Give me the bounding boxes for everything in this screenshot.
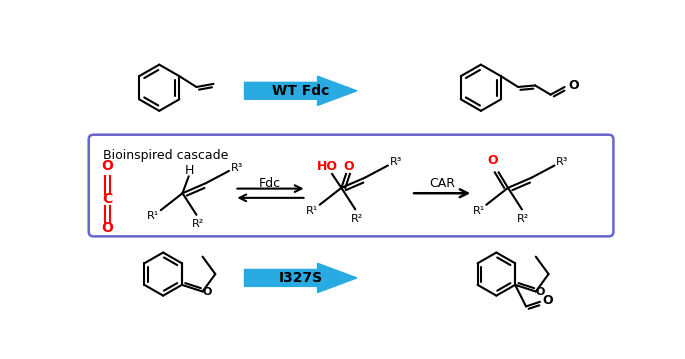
Text: C: C [102, 192, 112, 206]
Text: Bioinspired cascade: Bioinspired cascade [103, 149, 228, 162]
Text: WT Fdc: WT Fdc [272, 84, 329, 98]
Text: O: O [101, 159, 113, 173]
Text: R¹: R¹ [306, 206, 318, 216]
Text: I327S: I327S [279, 271, 323, 285]
Text: O: O [569, 79, 580, 92]
Text: R³: R³ [231, 163, 243, 173]
Text: R²: R² [192, 219, 204, 229]
Text: O: O [101, 221, 113, 235]
Text: R²: R² [517, 214, 530, 224]
Text: R³: R³ [390, 158, 402, 167]
FancyBboxPatch shape [89, 135, 613, 236]
Text: R²: R² [351, 214, 363, 224]
Text: R³: R³ [556, 158, 569, 167]
Text: O: O [344, 160, 354, 173]
Polygon shape [245, 76, 357, 106]
Text: O: O [543, 294, 553, 307]
Text: H: H [185, 164, 194, 177]
Text: R¹: R¹ [147, 211, 159, 222]
Text: HO: HO [317, 160, 338, 173]
Text: Fdc: Fdc [259, 177, 281, 190]
Text: O: O [536, 286, 545, 297]
Text: R¹: R¹ [473, 206, 485, 216]
Polygon shape [245, 263, 357, 293]
Text: O: O [487, 154, 498, 167]
Text: CAR: CAR [429, 177, 455, 190]
Text: O: O [203, 286, 212, 297]
